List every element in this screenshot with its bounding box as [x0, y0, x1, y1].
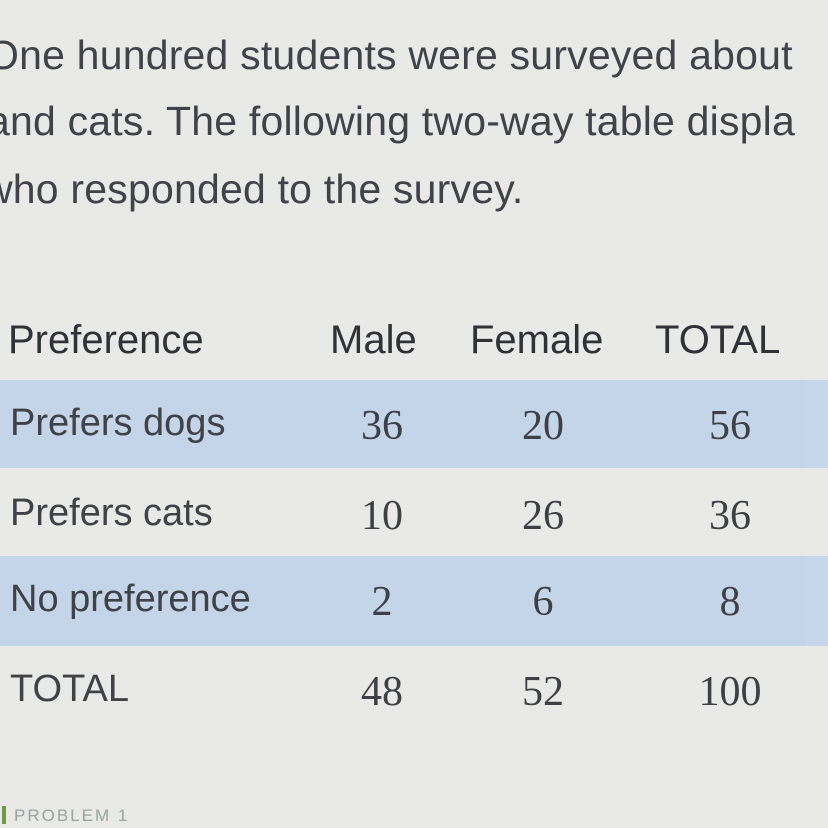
- row-band: [0, 556, 806, 646]
- problem-label: PROBLEM 1: [14, 806, 130, 825]
- table-row: Prefers cats 10 26 36: [0, 470, 828, 554]
- problem-statement: One hundred students were surveyed about…: [0, 0, 828, 240]
- header-female: Female: [470, 318, 604, 362]
- statement-line-1: One hundred students were surveyed about: [0, 32, 793, 78]
- cell-female: 26: [522, 493, 564, 539]
- row-band: [0, 380, 806, 468]
- header-preference: Preference: [8, 318, 204, 362]
- cell-male: 36: [361, 403, 403, 449]
- cell-male: 10: [361, 493, 403, 539]
- cell-female: 20: [522, 403, 564, 449]
- problem-footer: PROBLEM 1: [2, 806, 129, 826]
- table-row: No preference 2 6 8: [0, 556, 828, 646]
- header-male: Male: [330, 318, 417, 362]
- section-marker: [2, 806, 6, 824]
- header-total: TOTAL: [655, 318, 781, 362]
- cell-total: 56: [709, 403, 751, 449]
- table-header-row: Preference Male Female TOTAL: [0, 300, 828, 380]
- row-label: Prefers dogs: [10, 402, 226, 444]
- cell-total: 8: [719, 579, 741, 625]
- cell-total: 100: [698, 669, 762, 715]
- row-label: TOTAL: [10, 668, 129, 710]
- statement-line-3: who responded to the survey.: [0, 166, 524, 212]
- cell-male: 48: [361, 669, 403, 715]
- statement-line-2: and cats. The following two-way table di…: [0, 98, 795, 144]
- table-row: Prefers dogs 36 20 56: [0, 380, 828, 468]
- table-row-total: TOTAL 48 52 100: [0, 646, 828, 730]
- row-label: Prefers cats: [10, 492, 213, 534]
- cell-female: 52: [522, 669, 564, 715]
- cell-female: 6: [532, 579, 554, 625]
- cell-total: 36: [709, 493, 751, 539]
- cell-male: 2: [371, 579, 393, 625]
- row-label: No preference: [10, 578, 251, 620]
